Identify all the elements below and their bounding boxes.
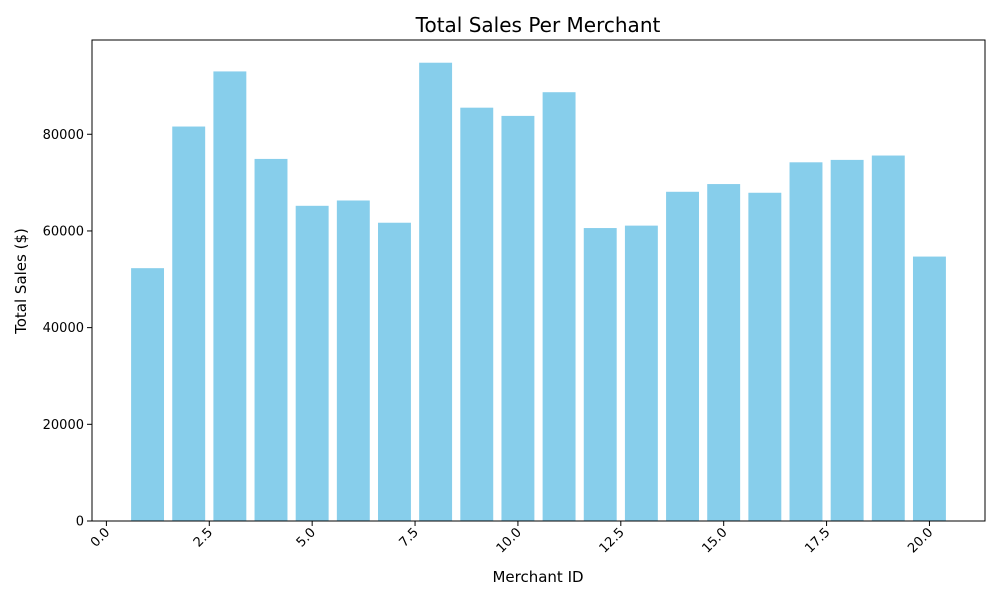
bar-merchant-19: [871, 155, 905, 522]
bars-group: [131, 62, 946, 522]
chart-title: Total Sales Per Merchant: [415, 13, 661, 37]
bar-merchant-1: [131, 268, 165, 521]
bar-merchant-5: [295, 205, 329, 521]
y-tick-label: 0: [76, 515, 84, 530]
bar-merchant-14: [666, 191, 699, 522]
x-axis: 0.0 2.5 5.0 7.5 10.0 12.5 15.0 17.5 20.0: [88, 521, 936, 556]
y-tick-label: 40000: [43, 321, 84, 336]
bar-merchant-20: [912, 256, 946, 521]
bar-merchant-6: [336, 200, 370, 522]
plot-frame: [91, 39, 986, 522]
x-tick-label: 10.0: [494, 525, 525, 556]
bar-merchant-18: [830, 159, 864, 521]
bar-merchant-16: [748, 192, 782, 521]
bar-merchant-10: [501, 115, 535, 522]
x-tick-label: 0.0: [88, 525, 113, 550]
y-axis-label: Total Sales ($): [12, 228, 30, 335]
bar-merchant-7: [378, 222, 411, 522]
bar-merchant-2: [172, 126, 206, 521]
x-tick-label: 15.0: [699, 525, 730, 556]
bar-merchant-9: [460, 107, 494, 522]
bar-merchant-3: [213, 71, 247, 522]
bar-merchant-11: [542, 92, 576, 522]
x-tick-label: 17.5: [802, 525, 833, 556]
x-tick-label: 20.0: [905, 525, 936, 556]
y-tick-label: 80000: [43, 128, 84, 143]
x-tick-label: 5.0: [294, 525, 319, 550]
bar-merchant-17: [789, 162, 823, 522]
bar-merchant-12: [583, 228, 617, 522]
y-tick-label: 60000: [43, 224, 84, 239]
y-axis: 0 20000 40000 60000 80000: [43, 128, 92, 530]
bar-merchant-4: [254, 158, 288, 522]
x-axis-label: Merchant ID: [492, 568, 583, 586]
y-tick-label: 20000: [43, 418, 84, 433]
x-tick-label: 2.5: [191, 525, 216, 550]
bar-merchant-15: [707, 184, 741, 521]
x-tick-label: 12.5: [597, 525, 628, 556]
bar-merchant-13: [624, 225, 658, 521]
bar-merchant-8: [419, 62, 453, 521]
x-tick-label: 7.5: [397, 525, 422, 550]
